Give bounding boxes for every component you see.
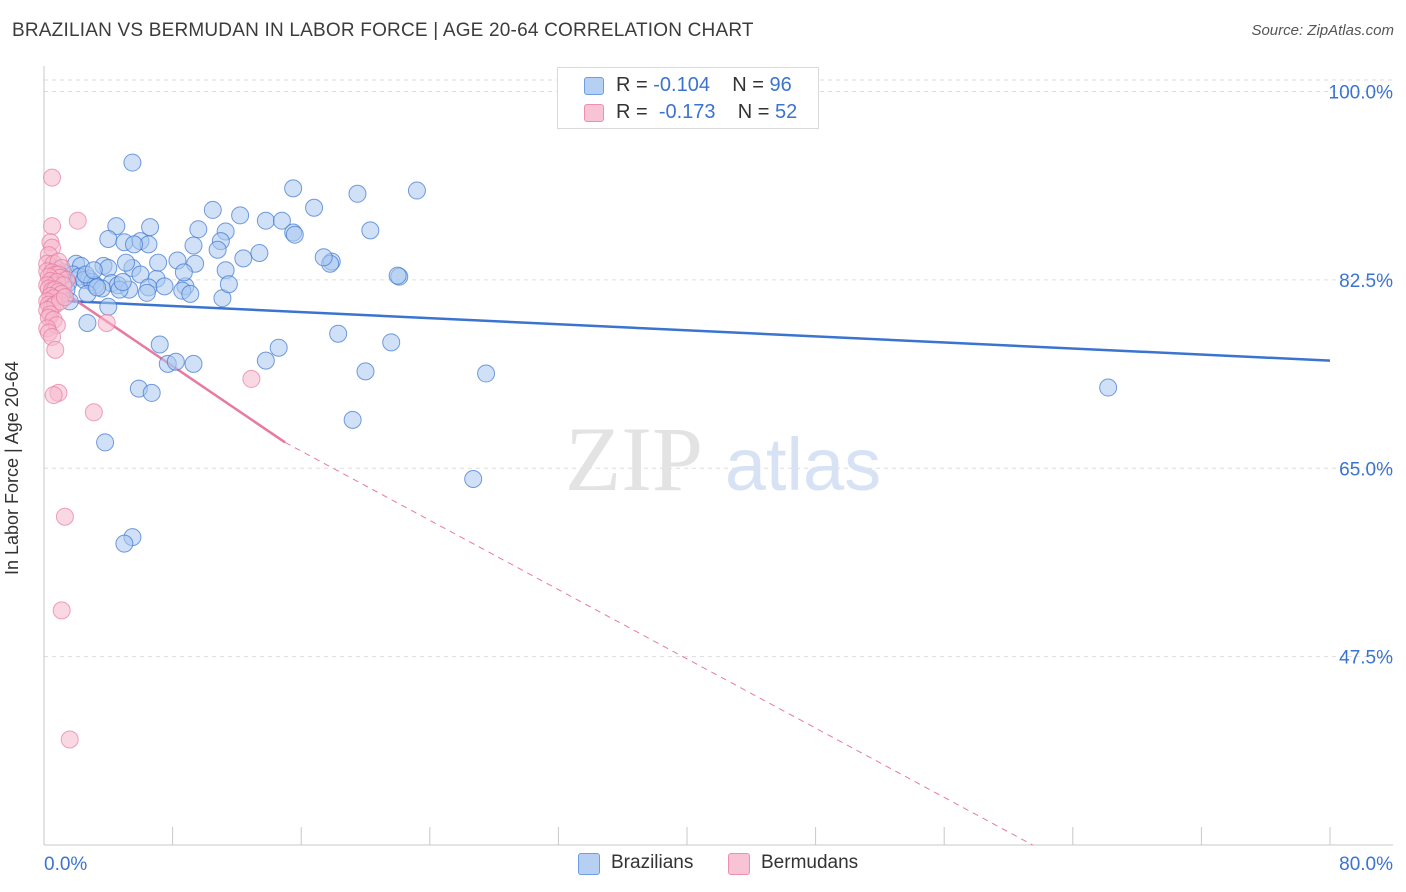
brazilian-point <box>305 198 324 217</box>
brazilian-point <box>137 283 156 302</box>
bermudan-point <box>52 601 71 620</box>
brazilian-point <box>388 266 407 285</box>
legend-n-value: 96 <box>769 74 792 96</box>
watermark-zip: ZIP <box>565 408 703 510</box>
brazilian-point <box>99 229 118 248</box>
brazilian-point <box>382 333 401 352</box>
brazilian-point <box>181 284 200 303</box>
bermudan-point <box>84 403 103 422</box>
watermark-atlas: atlas <box>725 423 881 506</box>
brazilian-point <box>142 383 161 402</box>
correlation-legend: R = -0.104 N = 96 R = -0.173 N = 52 <box>557 67 819 129</box>
bottom-legend-swatch-pink <box>728 853 750 875</box>
brazilian-point <box>219 275 238 294</box>
bermudan-point <box>68 211 87 230</box>
bermudan-point <box>97 313 116 332</box>
legend-swatch-blue <box>584 77 604 95</box>
brazilian-point <box>348 184 367 203</box>
bermudan-point <box>55 507 74 526</box>
brazilian-point <box>99 297 118 316</box>
legend-swatch-pink <box>584 104 604 122</box>
legend-n-label: N = <box>737 101 776 123</box>
bermudan-point <box>242 369 261 388</box>
brazilian-point <box>231 206 250 225</box>
bottom-legend-label-brazilians: Brazilians <box>611 852 694 873</box>
bermudan-point <box>44 386 63 405</box>
bermudan-point <box>46 340 65 359</box>
brazilian-point <box>250 243 269 262</box>
brazilian-point <box>84 261 103 280</box>
brazilian-point <box>356 362 375 381</box>
legend-n-value: 52 <box>775 101 798 123</box>
axes <box>43 66 1393 846</box>
brazilian-point <box>184 236 203 255</box>
x-tick-label: 0.0% <box>44 854 87 875</box>
brazilian-point <box>1099 378 1118 397</box>
chart-title: BRAZILIAN VS BERMUDAN IN LABOR FORCE | A… <box>12 20 754 41</box>
brazilian-point <box>115 534 134 553</box>
brazilian-point <box>272 211 291 230</box>
brazilian-point <box>113 273 132 292</box>
brazilian-point <box>155 277 174 296</box>
legend-text-bermudans: R = -0.173 N = 52 <box>616 101 797 124</box>
brazilian-point <box>269 338 288 357</box>
brazilian-point <box>407 181 426 200</box>
bermudan-point <box>60 730 79 749</box>
watermark: ZIP atlas <box>565 408 881 510</box>
chart-source: Source: ZipAtlas.com <box>1251 22 1394 39</box>
bermudan-point <box>43 217 62 236</box>
brazilian-point <box>203 200 222 219</box>
brazilian-point <box>361 221 380 240</box>
data-points <box>38 153 1118 749</box>
grid-lines <box>44 79 1392 658</box>
brazilian-point <box>329 324 348 343</box>
bermudan-point <box>43 168 62 187</box>
y-tick-label: 100.0% <box>1329 83 1394 104</box>
trend-lines <box>43 277 1331 846</box>
brazilian-point <box>343 410 362 429</box>
brazilian-point <box>208 240 227 259</box>
legend-r-value: -0.173 <box>658 101 716 123</box>
brazilian-point <box>464 470 483 489</box>
legend-r-label: R = <box>616 74 654 96</box>
brazilian-point <box>256 211 275 230</box>
brazilian-point <box>189 220 208 239</box>
y-tick-label: 65.0% <box>1339 459 1393 480</box>
brazilian-point <box>116 253 135 272</box>
legend-text-brazilians: R = -0.104 N = 96 <box>616 74 792 97</box>
brazilian-point <box>234 249 253 268</box>
brazilian-point <box>256 351 275 370</box>
legend-r-label: R = <box>616 101 654 123</box>
brazilian-point <box>184 354 203 373</box>
y-tick-label: 47.5% <box>1339 648 1393 669</box>
brazilian-point <box>78 313 97 332</box>
bermudan-point <box>55 288 74 307</box>
brazilian-trend-line <box>51 299 1331 362</box>
brazilian-point <box>123 153 142 172</box>
bottom-legend-swatch-blue <box>578 853 600 875</box>
brazilian-point <box>150 335 169 354</box>
brazilian-point <box>88 278 107 297</box>
brazilian-point <box>96 433 115 452</box>
x-tick-label: 80.0% <box>1339 854 1393 875</box>
brazilian-point <box>107 217 126 236</box>
brazilian-point <box>149 253 168 272</box>
brazilian-point <box>314 248 333 267</box>
brazilian-point <box>125 235 144 254</box>
brazilian-point <box>477 364 496 383</box>
brazilian-point <box>174 263 193 282</box>
legend-r-value: -0.104 <box>653 74 710 96</box>
brazilian-point <box>285 225 304 244</box>
brazilian-point <box>166 352 185 371</box>
bermudan-trend-extension <box>284 441 1033 846</box>
y-tick-label: 82.5% <box>1339 271 1393 292</box>
tick-labels: 47.5% 65.0% 82.5% 100.0% 0.0% 80.0% <box>44 83 1393 875</box>
y-axis-label: In Labor Force | Age 20-64 <box>2 361 22 575</box>
bottom-legend-label-bermudans: Bermudans <box>761 852 859 873</box>
brazilian-point <box>284 179 303 198</box>
legend-n-label: N = <box>732 74 770 96</box>
